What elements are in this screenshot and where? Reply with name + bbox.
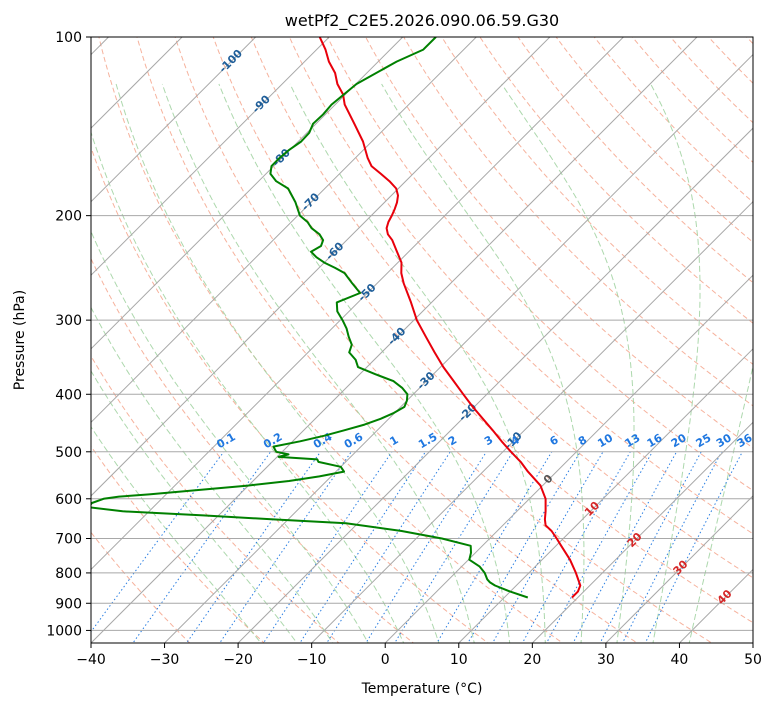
dry-adiabat-line — [697, 24, 775, 655]
isotherm-label: -70 — [299, 190, 322, 213]
x-tick-label: −20 — [223, 652, 253, 668]
x-tick-label: −10 — [297, 652, 327, 668]
y-tick-label: 700 — [55, 532, 82, 548]
mixing-ratio-label: 30 — [714, 431, 734, 450]
isotherm-label: -40 — [385, 325, 408, 348]
x-tick-label: 20 — [523, 652, 541, 668]
mixing-ratio-label: 13 — [623, 431, 643, 450]
dry-adiabat-line — [396, 24, 775, 655]
isotherm-gridline — [520, 24, 775, 655]
isotherm-label: -100 — [216, 47, 245, 76]
y-tick-label: 600 — [55, 492, 82, 508]
isotherm-gridline — [0, 24, 563, 655]
mixing-ratio-line — [540, 452, 652, 655]
x-tick-label: 40 — [671, 652, 689, 668]
chart-title: wetPf2_C2E5.2026.090.06.59.G30 — [285, 11, 559, 31]
temperature-profile — [320, 37, 581, 598]
mixing-ratio-line — [640, 452, 743, 655]
x-tick-label: 10 — [450, 652, 468, 668]
mixing-ratio-line — [319, 452, 450, 655]
y-tick-label: 900 — [55, 596, 82, 612]
mixing-ratio-line — [292, 452, 425, 655]
x-tick-label: −30 — [150, 652, 180, 668]
isotherm-gridline — [0, 24, 490, 655]
isotherm-label: -60 — [323, 239, 346, 262]
mixing-ratio-label: 0.6 — [342, 430, 366, 451]
y-axis-label: Pressure (hPa) — [12, 290, 28, 390]
x-tick-label: −40 — [76, 652, 106, 668]
x-tick-label: 50 — [744, 652, 762, 668]
dewpoint-profile — [89, 37, 528, 598]
isotherm-gridline — [741, 24, 775, 655]
dry-adiabat-line — [546, 24, 775, 655]
isotherm-gridline — [373, 24, 775, 655]
mixing-ratio-line — [461, 452, 580, 655]
dry-adiabat-line — [21, 24, 429, 655]
y-tick-label: 1000 — [46, 623, 82, 639]
dry-adiabat-line — [96, 24, 580, 655]
dry-adiabat-line — [734, 24, 775, 655]
mixing-ratio-line — [125, 452, 271, 655]
isotherm-gridline — [594, 24, 775, 655]
mixing-ratio-label: 16 — [645, 431, 665, 450]
isotherm-gridline — [300, 24, 775, 655]
dry-adiabat-line — [209, 24, 775, 655]
mixing-ratio-label: 0.1 — [214, 430, 237, 451]
isotherm-label: -30 — [414, 369, 437, 392]
mixing-ratio-label: 0.2 — [261, 430, 284, 451]
dry-adiabat-line — [246, 24, 775, 655]
mixing-ratio-label: 6 — [547, 433, 560, 448]
mixing-ratio-label: 25 — [694, 431, 714, 450]
moist-adiabat-line — [687, 84, 775, 655]
x-axis-label: Temperature (°C) — [361, 681, 483, 697]
dry-adiabat-line — [659, 24, 775, 655]
dry-adiabat-line — [434, 24, 775, 655]
dry-adiabat-line — [58, 24, 504, 655]
dry-adiabat-line — [509, 24, 775, 655]
zero-isotherm-label: 0 — [541, 472, 556, 487]
mixing-ratio-label: 1.5 — [416, 430, 439, 451]
isotherm-gridline — [0, 24, 342, 655]
y-tick-label: 500 — [55, 445, 82, 461]
x-tick-label: 0 — [381, 652, 390, 668]
mixing-ratio-line — [178, 452, 320, 655]
y-tick-label: 400 — [55, 387, 82, 403]
dry-adiabat-line — [171, 24, 731, 655]
mixing-ratio-line — [74, 452, 224, 655]
mixing-ratio-label: 1 — [388, 433, 401, 448]
x-tick-label: 30 — [597, 652, 615, 668]
dry-adiabat-line — [0, 24, 353, 655]
moist-adiabat-line — [0, 84, 270, 655]
mixing-ratio-label: 10 — [595, 431, 615, 450]
dry-adiabat-line — [0, 24, 277, 655]
mixing-ratio-label: 3 — [482, 433, 495, 448]
y-tick-label: 200 — [55, 209, 82, 225]
isotherm-gridline — [447, 24, 775, 655]
sounding-profiles — [89, 37, 581, 598]
y-tick-label: 100 — [55, 30, 82, 46]
moist-adiabat-line — [77, 84, 408, 655]
moist-adiabat-line — [502, 84, 634, 655]
y-tick-label: 800 — [55, 566, 82, 582]
mixing-ratio-line — [388, 452, 514, 655]
y-tick-label: 300 — [55, 313, 82, 329]
isotherm-gridline — [0, 24, 195, 655]
dry-adiabat-line — [359, 24, 775, 655]
isotherm-gridline — [226, 24, 775, 655]
